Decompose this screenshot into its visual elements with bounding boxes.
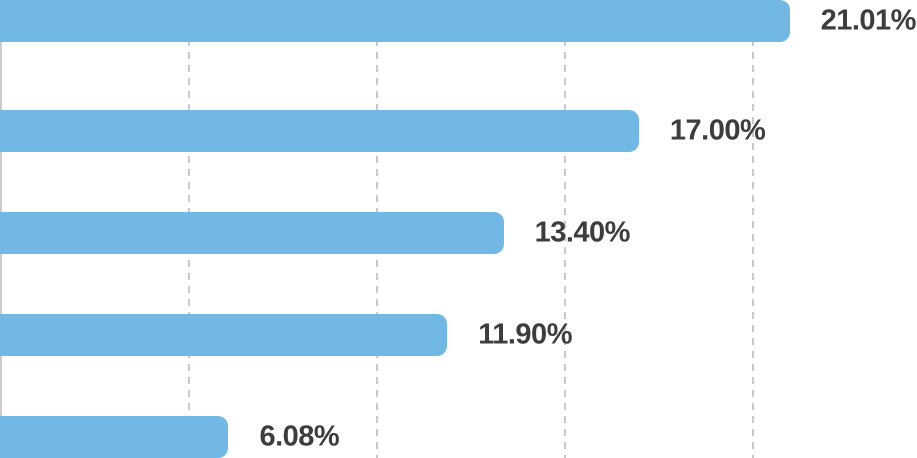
gridline bbox=[751, 0, 754, 458]
bar-value-label: 13.40% bbox=[534, 216, 631, 249]
bar-row: 13.40% bbox=[0, 212, 917, 254]
bar-row: 21.01% bbox=[0, 0, 917, 42]
bar-row: 6.08% bbox=[0, 416, 917, 458]
bar bbox=[0, 0, 790, 42]
bar-value-label: 17.00% bbox=[669, 114, 766, 147]
gridline bbox=[563, 0, 566, 458]
bar bbox=[0, 110, 639, 152]
bar bbox=[0, 314, 448, 356]
bar-value-label: 11.90% bbox=[478, 318, 572, 351]
bar-value-label: 6.08% bbox=[259, 420, 340, 453]
bar bbox=[0, 416, 229, 458]
bar-row: 11.90% bbox=[0, 314, 917, 356]
bar-row: 17.00% bbox=[0, 110, 917, 152]
bar bbox=[0, 212, 504, 254]
bar-value-label: 21.01% bbox=[820, 4, 917, 37]
